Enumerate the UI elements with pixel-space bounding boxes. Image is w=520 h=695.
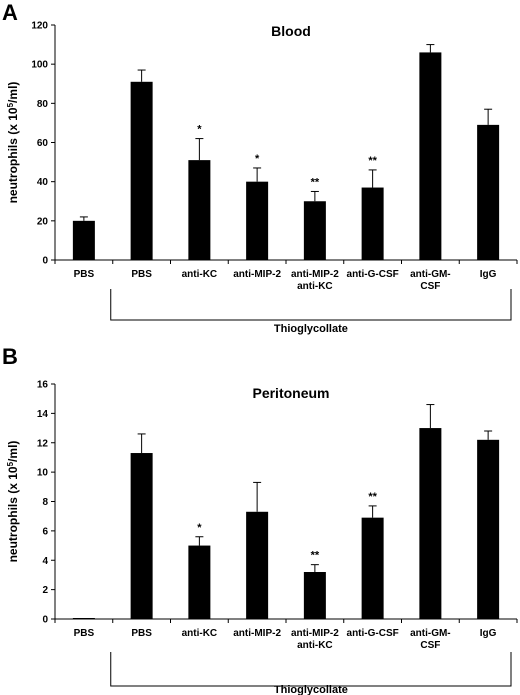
y-tick-label: 14 [37,409,49,420]
group-bracket [110,652,512,687]
category-label: anti-MIP-2 [233,628,281,639]
bar [303,572,326,619]
category-label: anti-KC [297,281,333,292]
category-label: anti-MIP-2 [291,628,339,639]
bar [130,81,153,261]
panel-label: B [2,344,18,369]
category-label: anti-G-CSF [347,269,399,280]
significance-marker: ** [368,491,377,503]
bar [130,453,153,619]
y-tick-label: 2 [42,585,48,596]
y-tick-label: 0 [42,615,48,626]
significance-marker: ** [311,550,320,562]
y-tick-label: 10 [37,468,49,479]
y-tick-label: 20 [37,216,49,227]
y-tick-label: 16 [37,380,49,391]
category-label: anti-MIP-2 [233,269,281,280]
y-tick-label: 120 [31,21,48,32]
category-label: anti-G-CSF [347,628,399,639]
category-label: anti-MIP-2 [291,269,339,280]
significance-marker: * [197,124,202,136]
chart-title: Peritoneum [252,385,329,401]
category-label: anti-KC [297,640,333,651]
significance-marker: ** [311,176,320,188]
group-label: Thioglycollate [274,684,348,695]
bar [361,517,384,619]
bar [188,545,211,619]
bar [477,439,500,619]
category-label: CSF [420,640,440,651]
category-label: PBS [74,628,95,639]
category-label: anti-KC [182,269,218,280]
bar [361,187,384,260]
category-label: anti-KC [182,628,218,639]
bar [72,220,95,260]
category-label: PBS [131,269,152,280]
category-label: anti-GM- [410,269,451,280]
bar [72,618,95,619]
category-label: anti-GM- [410,628,451,639]
category-label: PBS [74,269,95,280]
bar [303,201,326,260]
y-tick-label: 4 [42,556,48,567]
y-tick-label: 6 [42,526,48,537]
group-label: Thioglycollate [274,323,348,335]
bar [477,124,500,260]
category-label: IgG [480,628,497,639]
bar [246,511,269,619]
category-label: IgG [480,269,497,280]
y-tick-label: 60 [37,138,49,149]
y-tick-label: 100 [31,60,48,71]
bar [188,160,211,260]
category-label: PBS [131,628,152,639]
y-tick-label: 8 [42,497,48,508]
chart-panel-b: B Peritoneum 0 2 4 6 8 10 12 14 16 neutrophils (x 1… [2,344,518,695]
category-label: CSF [420,281,440,292]
group-bracket [110,289,512,321]
y-tick-label: 0 [42,256,48,267]
y-tick-label: 40 [37,177,49,188]
y-tick-label: 80 [37,99,49,110]
y-tick-label: 12 [37,438,49,449]
bar [419,52,442,260]
y-axis-label: neutrophils (x 105/ml) [6,441,21,563]
significance-marker: * [197,522,202,534]
bar [419,428,442,619]
bar [246,181,269,260]
panel-label: A [2,0,18,25]
significance-marker: ** [368,155,377,167]
chart-title: Blood [271,23,311,39]
significance-marker: * [255,153,260,165]
chart-panel-a: A Blood 0 20 40 60 80 100 120 neutrophils (x 105/… [2,0,518,335]
y-axis-label: neutrophils (x 105/ml) [6,82,21,204]
